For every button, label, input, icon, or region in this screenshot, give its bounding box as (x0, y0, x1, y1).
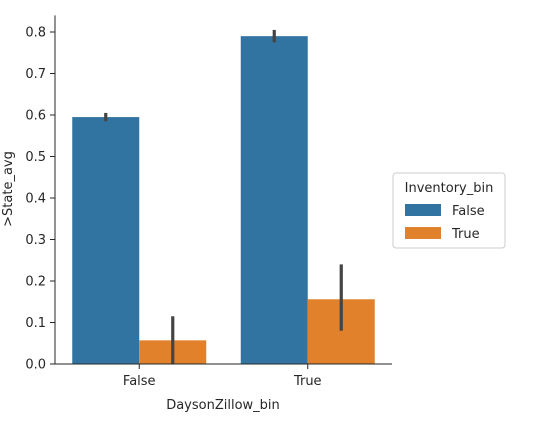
bar (72, 117, 140, 364)
legend-title: Inventory_bin (405, 181, 494, 196)
y-axis-title: >State_avg (1, 151, 16, 227)
bar (240, 36, 308, 365)
legend-swatch (405, 204, 441, 216)
y-tick-label: 0.2 (25, 275, 46, 290)
error-bars-group (104, 29, 343, 364)
y-tick-label: 0.6 (25, 109, 46, 124)
y-tick-label: 0.3 (25, 233, 46, 248)
legend-swatch (405, 227, 441, 239)
legend-items: False True (405, 204, 485, 242)
y-ticks-group: 0.0 0.1 0.2 0.3 0.4 0.5 0.6 0.7 0.8 (25, 26, 55, 373)
legend-label: False (452, 204, 485, 219)
x-tick-label: False (123, 374, 156, 389)
x-axis-title: DaysonZillow_bin (166, 398, 280, 413)
bars-group (72, 36, 375, 365)
x-tick-label: True (293, 374, 322, 389)
y-tick-label: 0.8 (25, 26, 46, 41)
y-tick-label: 0.4 (25, 192, 46, 207)
x-ticks-group: False True (123, 364, 322, 389)
y-tick-label: 0.1 (25, 316, 46, 331)
y-tick-label: 0.7 (25, 67, 46, 82)
legend-label: True (451, 227, 480, 242)
legend: Inventory_bin False True (392, 172, 506, 249)
y-tick-label: 0.5 (25, 150, 46, 165)
y-tick-label: 0.0 (25, 358, 46, 373)
